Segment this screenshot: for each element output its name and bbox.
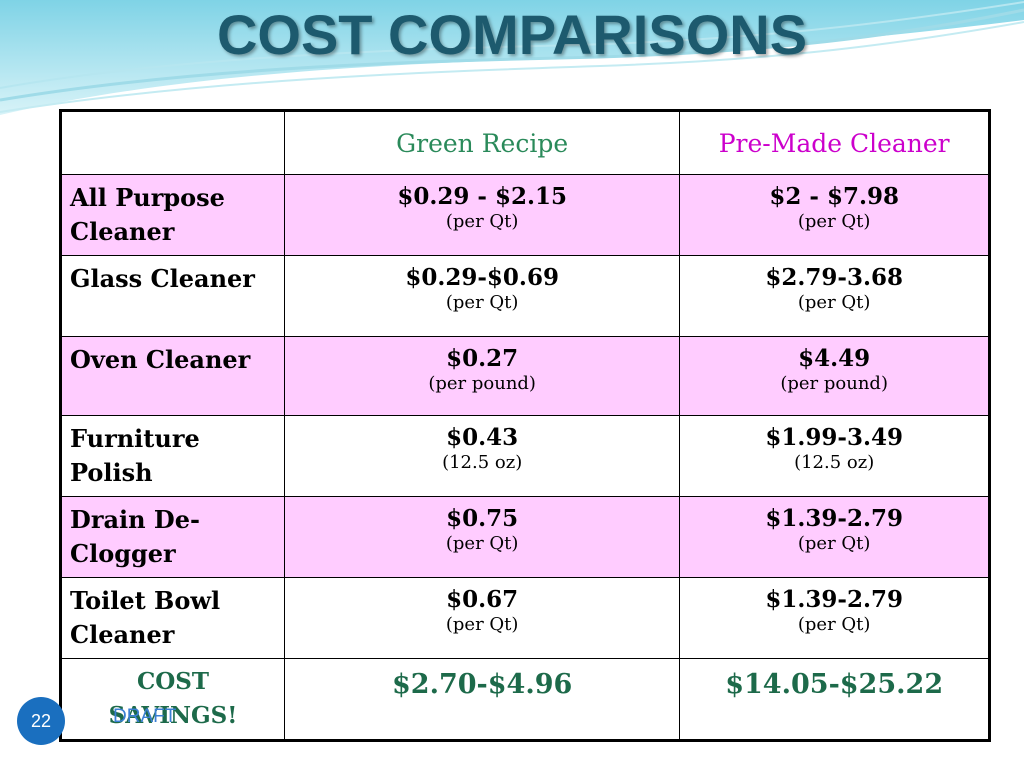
green-price: $0.43 xyxy=(446,424,519,451)
premade-unit: (per Qt) xyxy=(797,614,871,635)
row-label: Furniture Polish xyxy=(70,424,200,487)
premade-unit: (per Qt) xyxy=(797,292,871,313)
row-label: Toilet Bowl Cleaner xyxy=(70,586,221,649)
row-label: Oven Cleaner xyxy=(70,345,251,374)
table-header-row: Green Recipe Pre-Made Cleaner xyxy=(60,110,990,175)
savings-premade: $14.05-$25.22 xyxy=(725,669,944,700)
green-price: $0.29 - $2.15 xyxy=(397,183,567,210)
green-price: $0.67 xyxy=(446,586,519,613)
premade-price: $4.49 xyxy=(798,345,871,372)
green-unit: (per Qt) xyxy=(445,533,519,554)
header-empty-cell xyxy=(60,110,285,175)
table-row: Oven Cleaner $0.27 (per pound) $4.49 (per … xyxy=(60,336,990,416)
premade-unit: (per Qt) xyxy=(797,533,871,554)
savings-label: COST SAVINGS! xyxy=(108,668,238,729)
row-label: Glass Cleaner xyxy=(70,264,255,293)
green-price: $0.29-$0.69 xyxy=(405,264,559,291)
premade-price: $2.79-3.68 xyxy=(765,264,903,291)
premade-price: $1.39-2.79 xyxy=(765,505,903,532)
slide-number-badge: 22 xyxy=(17,697,65,745)
table-row: Glass Cleaner $0.29-$0.69 (per Qt) $2.79-… xyxy=(60,255,990,337)
wave-background xyxy=(0,0,1024,115)
cost-table: Green Recipe Pre-Made Cleaner All Purpos… xyxy=(59,109,991,742)
green-unit: (12.5 oz) xyxy=(442,452,523,473)
row-label: Drain De-Clogger xyxy=(70,505,200,568)
premade-unit: (per Qt) xyxy=(797,211,871,232)
row-label: All Purpose Cleaner xyxy=(70,183,225,246)
green-unit: (per Qt) xyxy=(445,211,519,232)
draft-watermark: DRAFT xyxy=(113,706,177,727)
table-row: All Purpose Cleaner $0.29 - $2.15 (per Qt… xyxy=(60,174,990,256)
premade-unit: (12.5 oz) xyxy=(794,452,875,473)
premade-unit: (per pound) xyxy=(780,373,888,394)
header-pre-made-cleaner: Pre-Made Cleaner xyxy=(679,110,990,175)
page-title: COST COMPARISONS xyxy=(216,3,808,66)
premade-price: $1.99-3.49 xyxy=(765,424,903,451)
green-price: $0.75 xyxy=(446,505,519,532)
green-unit: (per Qt) xyxy=(445,614,519,635)
table-row: Drain De-Clogger $0.75 (per Qt) $1.39-2.7… xyxy=(60,496,990,578)
header-green-recipe: Green Recipe xyxy=(283,110,681,175)
green-price: $0.27 xyxy=(446,345,519,372)
savings-green: $2.70-$4.96 xyxy=(392,669,573,700)
savings-row: COST SAVINGS! $2.70-$4.96 $14.05-$25.22 xyxy=(60,658,990,741)
table-row: Toilet Bowl Cleaner $0.67 (per Qt) $1.39-… xyxy=(60,577,990,659)
green-unit: (per pound) xyxy=(428,373,536,394)
green-unit: (per Qt) xyxy=(445,292,519,313)
table-row: Furniture Polish $0.43 (12.5 oz) $1.99-3.… xyxy=(60,415,990,497)
premade-price: $1.39-2.79 xyxy=(765,586,903,613)
premade-price: $2 - $7.98 xyxy=(769,183,899,210)
